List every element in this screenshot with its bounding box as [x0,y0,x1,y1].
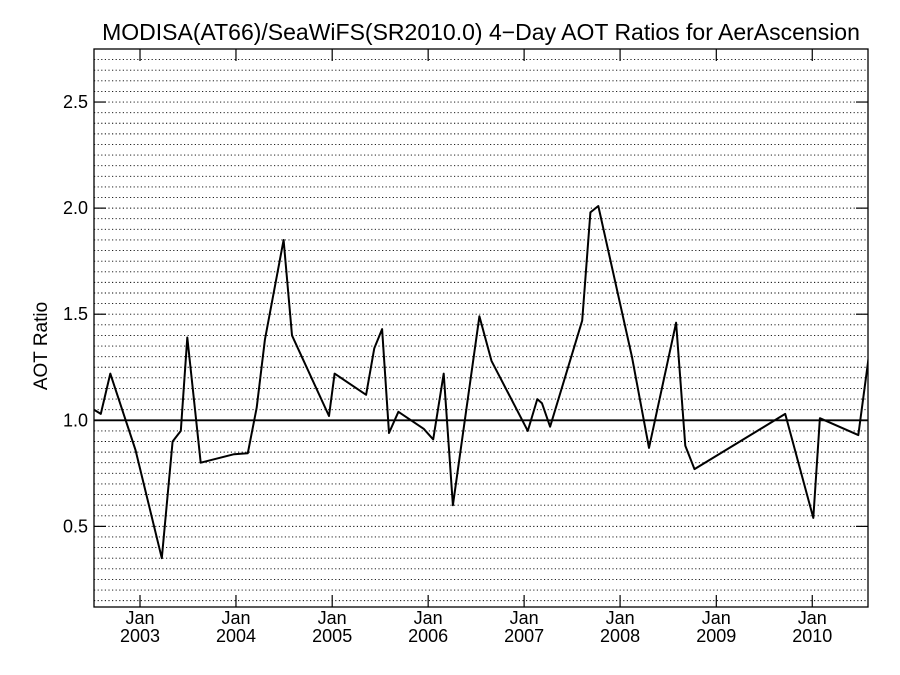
y-axis-ticks: 0.5 1.0 1.5 2.0 2.5 [63,92,868,536]
plot-frame [93,48,869,608]
x-tick-label-year: 2004 [216,626,256,646]
y-tick-label: 1.0 [63,410,88,430]
y-tick-label: 2.0 [63,198,88,218]
x-tick-label-year: 2010 [792,626,832,646]
x-tick-label-month: Jan [125,608,154,628]
x-tick-label-year: 2007 [504,626,544,646]
series-line [94,205,868,560]
y-tick-label: 2.5 [63,92,88,112]
series-group [94,205,868,560]
x-tick-label-year: 2009 [696,626,736,646]
y-tick-label: 1.5 [63,304,88,324]
y-axis-label: AOT Ratio [31,302,52,390]
x-tick-label-year: 2005 [312,626,352,646]
x-tick-label-year: 2008 [600,626,640,646]
gridlines [94,59,868,602]
x-tick-label-month: Jan [606,608,635,628]
x-axis-ticks: Jan2003Jan2004Jan2005Jan2006Jan2007Jan20… [120,49,832,646]
x-tick-label-year: 2003 [120,626,160,646]
x-tick-label-month: Jan [414,608,443,628]
x-tick-label-month: Jan [510,608,539,628]
chart-title: MODISA(AT66)/SeaWiFS(SR2010.0) 4−Day AOT… [102,19,860,45]
x-tick-label-month: Jan [702,608,731,628]
x-tick-label-month: Jan [318,608,347,628]
x-tick-label-year: 2006 [408,626,448,646]
x-tick-label-month: Jan [221,608,250,628]
x-tick-label-month: Jan [798,608,827,628]
y-tick-label: 0.5 [63,516,88,536]
